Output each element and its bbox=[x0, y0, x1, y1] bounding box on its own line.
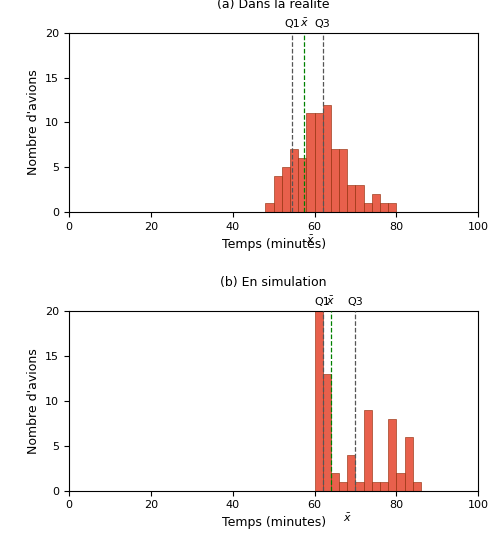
Y-axis label: Nombre d'avions: Nombre d'avions bbox=[27, 348, 39, 453]
Bar bbox=[380, 482, 388, 491]
Bar bbox=[282, 167, 290, 212]
Bar bbox=[290, 149, 298, 212]
Text: Q1: Q1 bbox=[315, 298, 331, 307]
X-axis label: Temps (minutes): Temps (minutes) bbox=[221, 238, 326, 251]
Bar bbox=[315, 113, 323, 212]
Bar bbox=[347, 455, 355, 490]
Bar bbox=[347, 185, 355, 212]
Text: Q1: Q1 bbox=[284, 19, 300, 29]
Bar bbox=[339, 482, 347, 491]
Bar bbox=[380, 203, 388, 212]
Bar bbox=[372, 482, 380, 491]
Bar bbox=[364, 203, 372, 212]
Bar bbox=[323, 105, 331, 212]
Bar bbox=[396, 473, 405, 490]
Bar bbox=[413, 482, 421, 491]
Text: Q3: Q3 bbox=[348, 298, 363, 307]
Bar bbox=[298, 159, 306, 212]
Text: $\bar{x}$: $\bar{x}$ bbox=[343, 512, 352, 524]
Bar bbox=[331, 149, 339, 212]
Bar bbox=[274, 177, 282, 212]
Bar bbox=[339, 149, 347, 212]
Y-axis label: Nombre d'avions: Nombre d'avions bbox=[27, 70, 39, 175]
Bar bbox=[388, 419, 396, 490]
Title: (b) En simulation: (b) En simulation bbox=[220, 276, 327, 289]
Text: $\bar{x}$: $\bar{x}$ bbox=[300, 17, 309, 29]
Text: $\bar{x}$: $\bar{x}$ bbox=[306, 234, 315, 246]
Bar bbox=[315, 311, 323, 490]
Bar bbox=[388, 203, 396, 212]
Text: $\bar{x}$: $\bar{x}$ bbox=[326, 295, 335, 307]
X-axis label: Temps (minutes): Temps (minutes) bbox=[221, 516, 326, 529]
Title: (a) Dans la réalité: (a) Dans la réalité bbox=[217, 0, 330, 11]
Bar bbox=[323, 374, 331, 490]
Bar bbox=[355, 482, 364, 491]
Bar bbox=[306, 113, 315, 212]
Bar bbox=[355, 185, 364, 212]
Bar bbox=[364, 410, 372, 490]
Bar bbox=[372, 194, 380, 212]
Bar bbox=[265, 203, 274, 212]
Bar bbox=[331, 473, 339, 490]
Bar bbox=[405, 437, 413, 490]
Text: Q3: Q3 bbox=[315, 19, 331, 29]
